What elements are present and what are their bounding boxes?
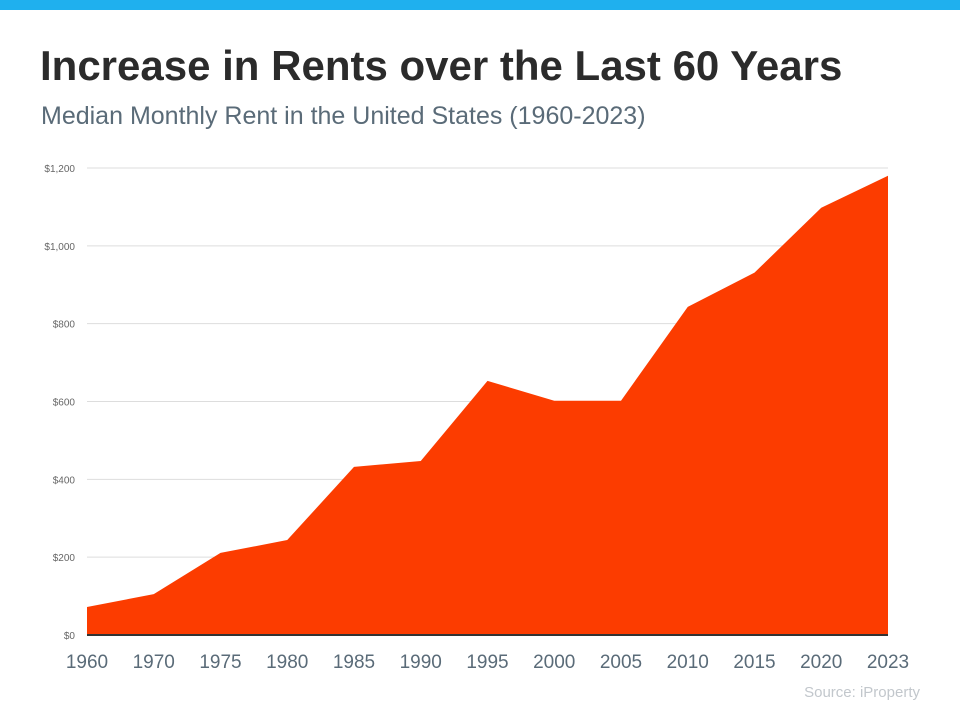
- y-tick-label: $200: [53, 553, 76, 564]
- x-tick-label: 2023: [867, 652, 909, 673]
- y-tick-label: $800: [53, 320, 76, 331]
- x-tick-label: 1975: [199, 652, 241, 673]
- rent-area-series: [87, 175, 888, 636]
- y-tick-label: $600: [53, 398, 76, 409]
- page-subtitle: Median Monthly Rent in the United States…: [41, 102, 646, 130]
- x-tick-label: 1970: [133, 652, 175, 673]
- y-tick-label: $1,000: [44, 242, 75, 253]
- x-tick-label: 1990: [400, 652, 442, 673]
- x-tick-label: 2015: [733, 652, 775, 673]
- x-tick-label: 1985: [333, 652, 375, 673]
- x-tick-label: 1960: [66, 652, 108, 673]
- x-tick-label: 2005: [600, 652, 642, 673]
- x-tick-label: 2000: [533, 652, 575, 673]
- y-tick-label: $1,200: [44, 164, 75, 175]
- source-note: Source: iProperty: [804, 684, 920, 701]
- x-tick-label: 2010: [667, 652, 709, 673]
- x-tick-label: 1995: [466, 652, 508, 673]
- x-tick-label: 2020: [800, 652, 842, 673]
- top-accent-bar: [0, 0, 960, 10]
- page-title: Increase in Rents over the Last 60 Years: [40, 42, 843, 89]
- y-tick-label: $400: [53, 475, 76, 486]
- y-tick-label: $0: [64, 631, 76, 642]
- x-tick-label: 1980: [266, 652, 308, 673]
